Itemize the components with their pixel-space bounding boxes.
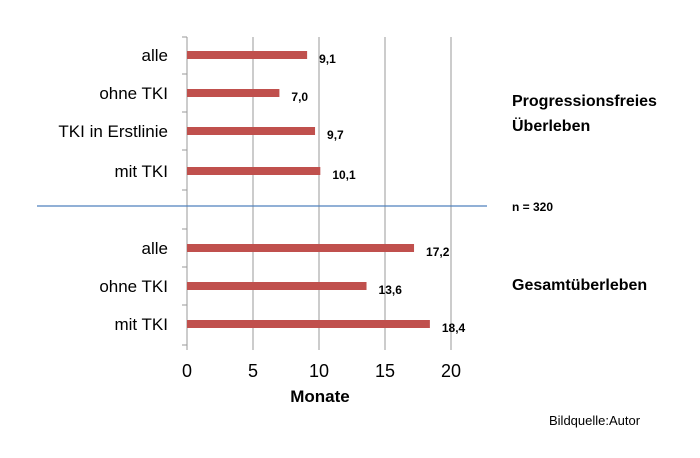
x-tick-label: 5 — [248, 361, 258, 381]
bar — [187, 51, 308, 59]
group-label: Progressionsfreies — [512, 93, 657, 110]
x-tick-label: 20 — [441, 361, 461, 381]
data-label: 13,6 — [379, 283, 403, 297]
x-tick-label: 10 — [309, 361, 329, 381]
category-label: ohne TKI — [99, 84, 168, 103]
data-label: 7,0 — [291, 90, 308, 104]
sample-size-annotation: n = 320 — [512, 200, 553, 214]
group-label: Gesamtüberleben — [512, 277, 647, 294]
gridlines — [252, 37, 452, 345]
category-label: TKI in Erstlinie — [58, 122, 168, 141]
category-label: mit TKI — [114, 315, 168, 334]
labels: 0 5 10 15 20 alle 9,1 ohne TKI 7,0 TKI in Erstlin… — [58, 46, 657, 406]
category-label: ohne TKI — [99, 277, 168, 296]
x-tick-label: 0 — [182, 361, 192, 381]
bar — [187, 282, 367, 290]
data-label: 17,2 — [426, 245, 450, 259]
image-source-credit: Bildquelle:Autor — [549, 413, 641, 428]
bar — [187, 244, 415, 252]
category-label: alle — [142, 239, 168, 258]
bar — [187, 167, 321, 175]
group-label: Überleben — [512, 116, 590, 135]
bar — [187, 89, 280, 97]
data-label: 18,4 — [442, 321, 466, 335]
bars — [187, 51, 430, 328]
bar — [187, 320, 430, 328]
x-axis-title: Monate — [290, 387, 350, 406]
category-label: mit TKI — [114, 162, 168, 181]
x-tick-label: 15 — [375, 361, 395, 381]
axes — [37, 36, 487, 350]
data-label: 9,7 — [327, 128, 344, 142]
data-label: 9,1 — [319, 52, 336, 66]
bar — [187, 127, 316, 135]
category-label: alle — [142, 46, 168, 65]
data-label: 10,1 — [332, 168, 356, 182]
